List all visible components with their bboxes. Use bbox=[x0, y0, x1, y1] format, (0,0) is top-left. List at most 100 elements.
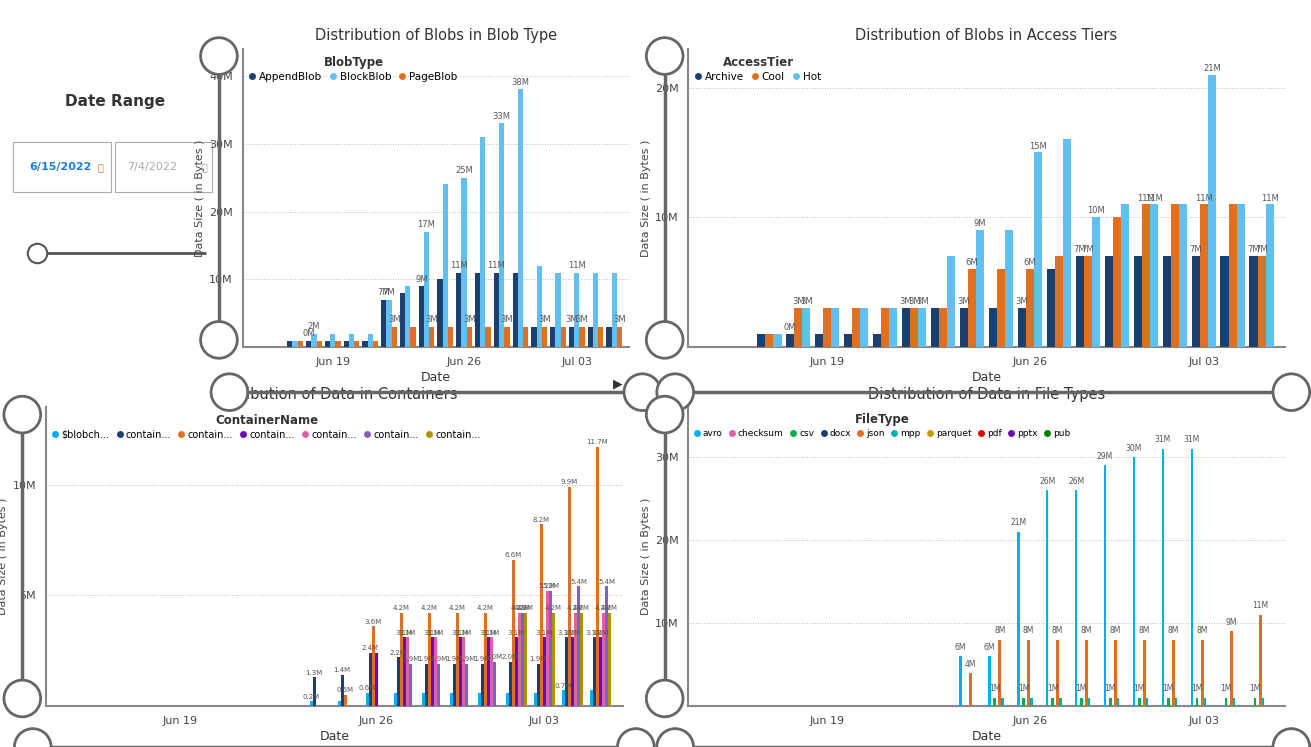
Title: Distribution of Blobs in Access Tiers: Distribution of Blobs in Access Tiers bbox=[856, 28, 1117, 43]
Bar bbox=[960, 309, 968, 347]
Bar bbox=[531, 327, 536, 347]
Text: 4.2M: 4.2M bbox=[517, 605, 534, 611]
Bar bbox=[590, 690, 593, 706]
Bar bbox=[1134, 256, 1142, 347]
Bar bbox=[844, 335, 852, 347]
Bar bbox=[481, 664, 484, 706]
Text: 9M: 9M bbox=[1226, 618, 1238, 627]
Bar bbox=[341, 675, 343, 706]
Bar bbox=[1117, 698, 1120, 706]
Bar bbox=[387, 300, 392, 347]
Bar bbox=[452, 664, 456, 706]
Text: 11M: 11M bbox=[568, 261, 586, 270]
Text: 30M: 30M bbox=[1126, 444, 1142, 453]
X-axis label: Date: Date bbox=[971, 371, 1002, 384]
Text: 8M: 8M bbox=[1110, 627, 1121, 636]
Bar bbox=[518, 90, 523, 347]
Bar bbox=[438, 279, 443, 347]
Bar bbox=[311, 334, 316, 347]
Bar bbox=[758, 335, 766, 347]
Text: 1.9M: 1.9M bbox=[402, 657, 420, 663]
Text: 0.5M: 0.5M bbox=[337, 687, 354, 693]
Text: 33M: 33M bbox=[493, 111, 510, 120]
Text: ▶: ▶ bbox=[614, 377, 623, 390]
Title: Distribution of Blobs in Blob Type: Distribution of Blobs in Blob Type bbox=[315, 28, 557, 43]
Text: 11M: 11M bbox=[1145, 193, 1163, 202]
Bar bbox=[520, 613, 524, 706]
Text: 2M: 2M bbox=[308, 322, 320, 331]
Bar bbox=[1142, 205, 1150, 347]
Bar bbox=[545, 591, 549, 706]
Text: 6M: 6M bbox=[954, 643, 966, 652]
Text: 3M: 3M bbox=[426, 315, 438, 324]
Bar bbox=[549, 591, 552, 706]
Bar bbox=[1167, 698, 1169, 706]
Text: 8M: 8M bbox=[994, 627, 1006, 636]
Text: 3.1M: 3.1M bbox=[455, 630, 472, 636]
Bar bbox=[434, 637, 437, 706]
Bar bbox=[330, 334, 336, 347]
Text: 15M: 15M bbox=[1029, 141, 1047, 151]
Text: 7M: 7M bbox=[1256, 246, 1268, 255]
Bar bbox=[480, 137, 485, 347]
Bar bbox=[604, 586, 608, 706]
Text: 38M: 38M bbox=[511, 78, 530, 87]
Text: 3.1M: 3.1M bbox=[507, 630, 524, 636]
Bar bbox=[1175, 698, 1177, 706]
Bar bbox=[456, 273, 461, 347]
Bar bbox=[406, 637, 409, 706]
Bar bbox=[354, 341, 359, 347]
Text: 3.1M: 3.1M bbox=[591, 630, 608, 636]
Bar bbox=[1063, 140, 1071, 347]
Bar bbox=[1109, 698, 1112, 706]
Text: 7M: 7M bbox=[1082, 246, 1095, 255]
Text: 6/15/2022: 6/15/2022 bbox=[29, 162, 92, 172]
Bar bbox=[418, 286, 423, 347]
Bar bbox=[1207, 75, 1215, 347]
Bar bbox=[505, 327, 510, 347]
Bar bbox=[427, 613, 431, 706]
Text: 0.6M: 0.6M bbox=[358, 685, 376, 691]
Bar bbox=[524, 613, 527, 706]
Text: 3M: 3M bbox=[538, 315, 551, 324]
Text: 11M: 11M bbox=[1194, 193, 1213, 202]
Bar bbox=[431, 637, 434, 706]
Bar bbox=[860, 309, 868, 347]
Text: 1M: 1M bbox=[1192, 684, 1203, 693]
Bar bbox=[1224, 698, 1227, 706]
Text: 8.2M: 8.2M bbox=[532, 517, 549, 523]
Bar bbox=[1162, 449, 1164, 706]
Bar bbox=[889, 309, 897, 347]
Text: 4.2M: 4.2M bbox=[573, 605, 590, 611]
Text: 4.2M: 4.2M bbox=[448, 605, 465, 611]
Bar bbox=[362, 341, 367, 347]
Text: 8M: 8M bbox=[1051, 627, 1063, 636]
Text: 4.2M: 4.2M bbox=[393, 605, 410, 611]
Text: 3.6M: 3.6M bbox=[364, 619, 382, 624]
Bar bbox=[1228, 205, 1236, 347]
Text: 3M: 3M bbox=[463, 315, 476, 324]
Bar bbox=[910, 309, 918, 347]
Bar bbox=[1200, 205, 1207, 347]
Text: 1M: 1M bbox=[1249, 684, 1261, 693]
X-axis label: Date: Date bbox=[421, 371, 451, 384]
Bar bbox=[372, 341, 378, 347]
Bar bbox=[999, 639, 1002, 706]
Text: 1.9M: 1.9M bbox=[458, 657, 475, 663]
Bar bbox=[1190, 449, 1193, 706]
Bar bbox=[787, 335, 794, 347]
Text: 3M: 3M bbox=[565, 315, 578, 324]
Title: Distribution of Data in Containers: Distribution of Data in Containers bbox=[211, 387, 458, 402]
Y-axis label: Data Size ( in Bytes ): Data Size ( in Bytes ) bbox=[641, 139, 650, 257]
Legend: AppendBlob, BlockBlob, PageBlob: AppendBlob, BlockBlob, PageBlob bbox=[248, 54, 460, 84]
Bar bbox=[1133, 457, 1135, 706]
Bar bbox=[368, 653, 372, 706]
Bar bbox=[1221, 256, 1228, 347]
Bar bbox=[873, 335, 881, 347]
Bar bbox=[425, 664, 427, 706]
Text: 7/4/2022: 7/4/2022 bbox=[127, 162, 177, 172]
Text: 5.2M: 5.2M bbox=[541, 583, 558, 589]
Text: 4.2M: 4.2M bbox=[477, 605, 494, 611]
Bar bbox=[325, 341, 330, 347]
Bar bbox=[1230, 631, 1232, 706]
